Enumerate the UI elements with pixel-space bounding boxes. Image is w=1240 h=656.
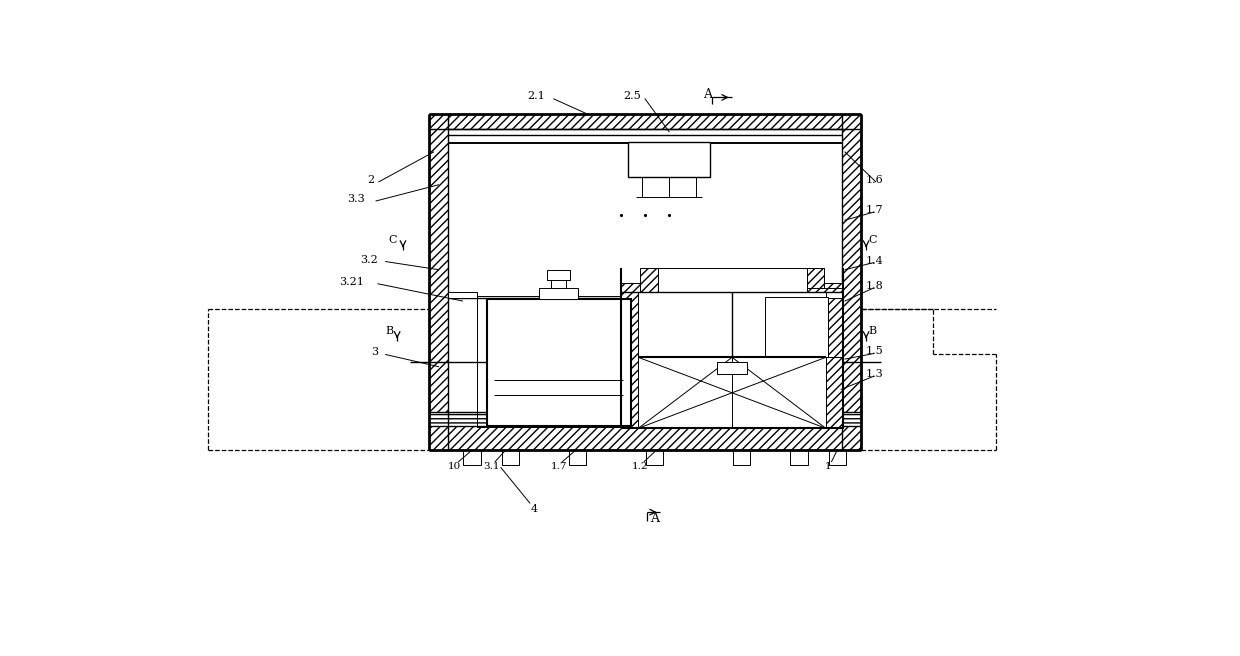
Text: 1.7: 1.7 [551,462,567,471]
Bar [717,362,748,373]
Bar [751,288,842,297]
Bar [429,411,862,426]
Bar [640,268,823,292]
Bar [551,279,567,289]
Bar [448,293,477,298]
Text: 3.3: 3.3 [347,194,365,204]
Text: 1: 1 [825,462,831,471]
Text: 1.3: 1.3 [866,369,884,379]
Text: 2: 2 [367,174,374,185]
Text: 3: 3 [371,348,378,358]
Bar [828,450,846,465]
Bar [629,142,711,177]
Text: 1.4: 1.4 [866,256,884,266]
Text: 1.8: 1.8 [866,281,884,291]
Bar [502,450,520,465]
Text: 3.2: 3.2 [360,255,378,264]
Text: B: B [386,326,393,337]
Bar [639,292,826,428]
Bar [429,114,862,129]
Bar [813,293,842,298]
Text: 2.5: 2.5 [622,91,641,102]
Bar [842,114,862,450]
Bar [477,296,640,427]
Bar [751,289,842,357]
Bar [621,283,843,428]
Text: 10: 10 [448,462,461,471]
Text: C: C [868,236,877,245]
Bar [464,450,481,465]
Bar [733,450,750,465]
Text: 1.2: 1.2 [632,462,649,471]
Text: 3.21: 3.21 [340,277,365,287]
Text: 1.6: 1.6 [866,174,884,185]
Text: 2.1: 2.1 [527,91,544,102]
Bar [429,114,448,450]
Bar [429,426,862,450]
Text: B: B [868,326,877,337]
Bar [765,297,828,357]
Bar [569,450,587,465]
Bar [790,450,807,465]
Text: 4: 4 [531,504,538,514]
Bar [657,268,806,292]
Bar [547,270,570,280]
Text: 3.1: 3.1 [484,462,500,471]
Bar [646,450,663,465]
Bar [486,299,631,426]
Bar [539,289,578,299]
Text: C: C [388,236,397,245]
Text: A: A [650,512,660,525]
Text: 1.5: 1.5 [866,346,884,356]
Text: 1.7: 1.7 [866,205,884,215]
Text: A: A [703,89,712,102]
